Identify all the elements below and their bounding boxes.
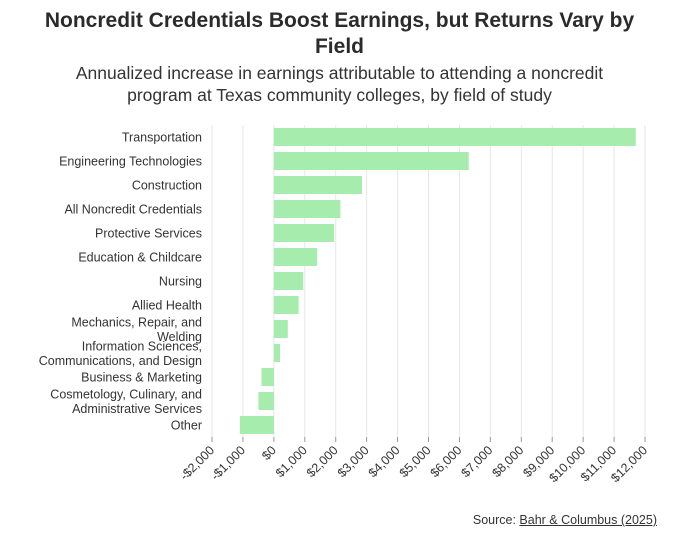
category-label-9-line-0: Information Sciences,: [82, 339, 202, 353]
x-tick-label-5: $3,000: [335, 443, 372, 480]
category-label-5: Education & Childcare: [78, 251, 202, 265]
chart-subtitle-line-2: program at Texas community colleges, by …: [127, 85, 552, 105]
chart-title: Noncredit Credentials Boost Earnings, bu…: [0, 8, 679, 60]
category-label-4: Protective Services: [95, 227, 202, 241]
category-label-0: Transportation: [122, 131, 202, 145]
category-label-6: Nursing: [159, 275, 202, 289]
category-label-11-line-0: Cosmetology, Culinary, and: [50, 387, 202, 401]
category-label-3: All Noncredit Credentials: [64, 203, 202, 217]
bar-1: [273, 152, 469, 170]
x-tick-label-4: $2,000: [304, 443, 341, 480]
category-label-10: Business & Marketing: [81, 371, 202, 385]
x-tick-label-3: $1,000: [273, 443, 310, 480]
chart-title-line-2: Field: [314, 35, 364, 58]
x-tick-label-9: $7,000: [459, 443, 496, 480]
bar-5: [273, 248, 318, 266]
category-label-8-line-0: Mechanics, Repair, and: [71, 315, 202, 329]
chart-subtitle-line-1: Annualized increase in earnings attribut…: [75, 63, 604, 83]
x-tick-label-2: $0: [259, 443, 279, 463]
bar-3: [273, 200, 341, 218]
category-label-9-line-1: Communications, and Design: [39, 354, 202, 368]
bar-4: [273, 224, 335, 242]
x-tick-label-7: $5,000: [397, 443, 434, 480]
category-label-12: Other: [171, 419, 202, 433]
x-tick-label-10: $8,000: [489, 443, 526, 480]
x-tick-label-8: $6,000: [428, 443, 465, 480]
source-prefix: Source:: [472, 513, 520, 527]
category-label-11-line-1: Administrative Services: [72, 402, 202, 416]
chart-title-line-1: Noncredit Credentials Boost Earnings, bu…: [44, 9, 635, 32]
bar-0: [273, 128, 636, 146]
bar-2: [273, 176, 363, 194]
bar-9: [273, 344, 281, 362]
bar-7: [273, 296, 299, 314]
category-label-2: Construction: [132, 179, 202, 193]
source-note: Source: Bahr & Columbus (2025): [473, 513, 657, 527]
category-label-8-line-1: Welding: [157, 330, 202, 344]
bar-11: [258, 392, 274, 410]
x-tick-label-1: -$1,000: [208, 443, 248, 483]
category-label-1: Engineering Technologies: [59, 155, 202, 169]
source-link[interactable]: Bahr & Columbus (2025): [519, 513, 657, 527]
bar-12: [239, 416, 274, 434]
bar-8: [273, 320, 288, 338]
bar-6: [273, 272, 304, 290]
bar-10: [261, 368, 274, 386]
x-tick-label-6: $4,000: [366, 443, 403, 480]
category-label-7: Allied Health: [132, 299, 202, 313]
